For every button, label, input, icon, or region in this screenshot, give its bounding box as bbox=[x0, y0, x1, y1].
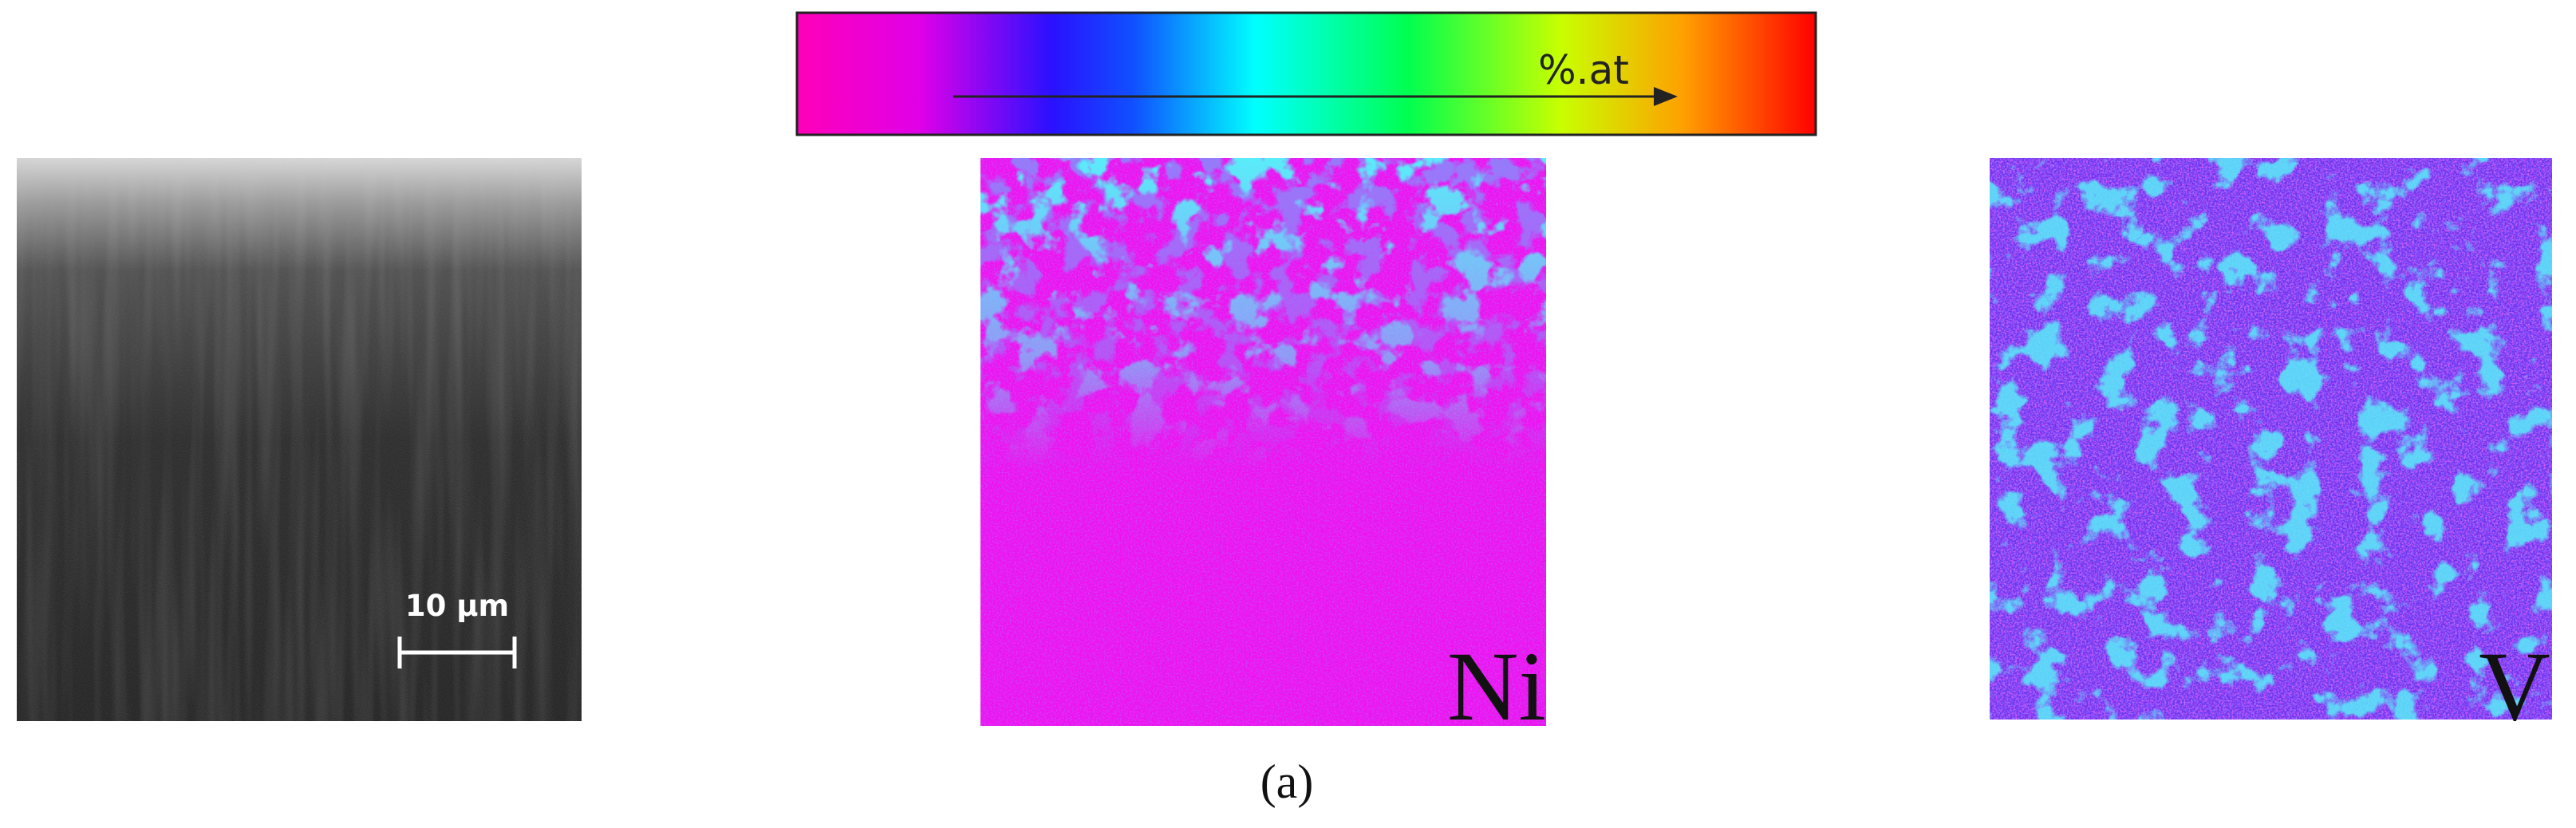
v-label: V bbox=[2479, 632, 2550, 741]
sem-image: 10 µm bbox=[17, 158, 582, 721]
scale-bar-label: 10 µm bbox=[405, 589, 509, 623]
colorbar-gradient bbox=[795, 11, 1817, 136]
v-cyan-patches bbox=[1990, 158, 2552, 720]
ni-map: Ni bbox=[980, 158, 1546, 741]
ni-cyan-patches bbox=[980, 158, 1546, 726]
caption: (a) bbox=[1260, 755, 1314, 808]
colorbar-label: %.at bbox=[1538, 47, 1629, 93]
colorbar: %.at bbox=[795, 11, 1817, 136]
sem-grain bbox=[17, 158, 582, 721]
ni-patches bbox=[980, 158, 1546, 726]
ni-label: Ni bbox=[1447, 632, 1546, 741]
v-map: V bbox=[1990, 158, 2552, 741]
scale-bar bbox=[397, 637, 517, 668]
